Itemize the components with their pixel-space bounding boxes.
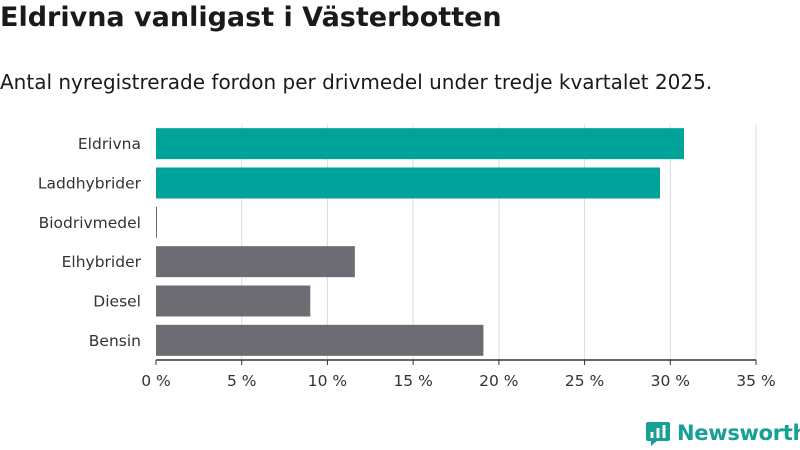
category-label-diesel: Diesel: [93, 293, 141, 311]
x-tick-label-30: 30 %: [651, 372, 690, 390]
x-tick-label-20: 20 %: [479, 372, 518, 390]
category-label-elhybrider: Elhybrider: [62, 253, 142, 271]
x-tick-label-15: 15 %: [393, 372, 432, 390]
x-tick-label-5: 5 %: [227, 372, 257, 390]
bar-eldrivna: [156, 128, 684, 160]
bar-laddhybrider: [156, 167, 660, 199]
category-label-eldrivna: Eldrivna: [78, 135, 141, 153]
newsworthy-logo-icon: [646, 422, 670, 446]
chart-title: Eldrivna vanligast i Västerbotten: [0, 2, 502, 33]
category-label-biodrivmedel: Biodrivmedel: [39, 214, 141, 232]
bar-elhybrider: [156, 246, 355, 278]
x-tick-label-10: 10 %: [308, 372, 347, 390]
bar-biodrivmedel: [156, 206, 157, 238]
newsworthy-logo: Newsworthy: [645, 420, 800, 446]
x-tick-label-0: 0 %: [141, 372, 171, 390]
category-label-bensin: Bensin: [89, 332, 141, 350]
bar-bensin: [156, 324, 484, 356]
category-label-laddhybrider: Laddhybrider: [38, 175, 142, 193]
newsworthy-logo-text: Newsworthy: [677, 421, 800, 445]
x-tick-label-25: 25 %: [565, 372, 604, 390]
bar-diesel: [156, 285, 311, 317]
chart-subtitle: Antal nyregistrerade fordon per drivmede…: [0, 70, 713, 94]
x-tick-label-35: 35 %: [736, 372, 775, 390]
